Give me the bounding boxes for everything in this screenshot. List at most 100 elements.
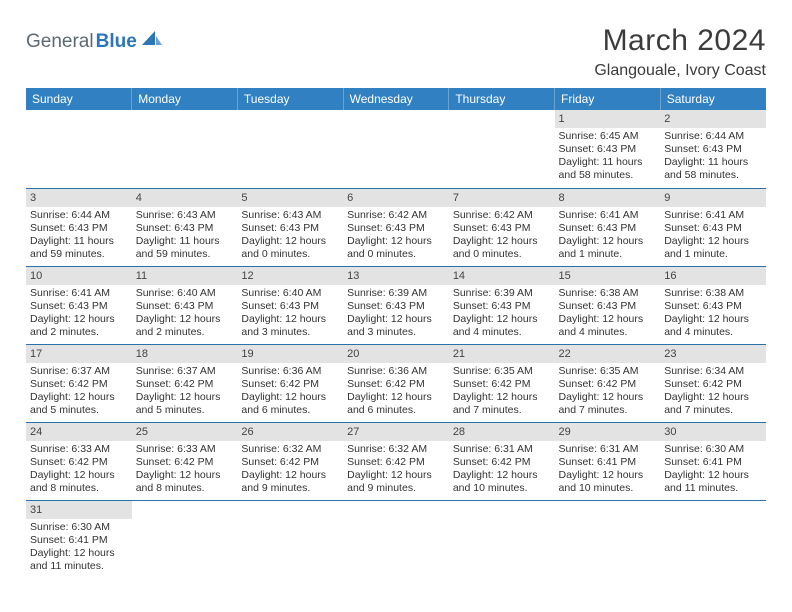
calendar-row: 3Sunrise: 6:44 AMSunset: 6:43 PMDaylight…	[26, 188, 766, 266]
calendar-cell: 28Sunrise: 6:31 AMSunset: 6:42 PMDayligh…	[449, 422, 555, 500]
info-line: Sunrise: 6:35 AM	[559, 365, 657, 378]
calendar-cell: 11Sunrise: 6:40 AMSunset: 6:43 PMDayligh…	[132, 266, 238, 344]
day-info: Sunrise: 6:40 AMSunset: 6:43 PMDaylight:…	[132, 285, 238, 339]
info-line: Sunrise: 6:33 AM	[30, 443, 128, 456]
info-line: Daylight: 12 hours	[453, 313, 551, 326]
calendar-cell	[555, 500, 661, 578]
info-line: Sunrise: 6:36 AM	[347, 365, 445, 378]
info-line: Daylight: 12 hours	[30, 469, 128, 482]
info-line: Sunset: 6:42 PM	[136, 378, 234, 391]
info-line: Daylight: 11 hours	[136, 235, 234, 248]
info-line: Sunset: 6:41 PM	[30, 534, 128, 547]
info-line: Sunrise: 6:39 AM	[347, 287, 445, 300]
day-info: Sunrise: 6:39 AMSunset: 6:43 PMDaylight:…	[449, 285, 555, 339]
info-line: Sunset: 6:43 PM	[664, 222, 762, 235]
info-line: Sunrise: 6:40 AM	[136, 287, 234, 300]
calendar-cell: 30Sunrise: 6:30 AMSunset: 6:41 PMDayligh…	[660, 422, 766, 500]
info-line: and 59 minutes.	[136, 248, 234, 261]
day-info: Sunrise: 6:30 AMSunset: 6:41 PMDaylight:…	[26, 519, 132, 573]
info-line: Daylight: 11 hours	[664, 156, 762, 169]
info-line: and 9 minutes.	[347, 482, 445, 495]
calendar-cell: 24Sunrise: 6:33 AMSunset: 6:42 PMDayligh…	[26, 422, 132, 500]
info-line: Daylight: 12 hours	[136, 469, 234, 482]
info-line: Sunset: 6:43 PM	[559, 143, 657, 156]
info-line: Sunrise: 6:42 AM	[347, 209, 445, 222]
info-line: and 8 minutes.	[30, 482, 128, 495]
day-info: Sunrise: 6:42 AMSunset: 6:43 PMDaylight:…	[449, 207, 555, 261]
info-line: and 58 minutes.	[559, 169, 657, 182]
info-line: Daylight: 12 hours	[241, 391, 339, 404]
info-line: Daylight: 12 hours	[347, 391, 445, 404]
day-info: Sunrise: 6:33 AMSunset: 6:42 PMDaylight:…	[26, 441, 132, 495]
day-info: Sunrise: 6:31 AMSunset: 6:41 PMDaylight:…	[555, 441, 661, 495]
calendar-cell: 20Sunrise: 6:36 AMSunset: 6:42 PMDayligh…	[343, 344, 449, 422]
day-info: Sunrise: 6:44 AMSunset: 6:43 PMDaylight:…	[26, 207, 132, 261]
info-line: and 11 minutes.	[664, 482, 762, 495]
info-line: and 2 minutes.	[30, 326, 128, 339]
info-line: Sunrise: 6:43 AM	[241, 209, 339, 222]
info-line: Sunset: 6:41 PM	[559, 456, 657, 469]
day-number: 29	[555, 423, 661, 441]
info-line: Sunset: 6:42 PM	[241, 456, 339, 469]
info-line: and 6 minutes.	[347, 404, 445, 417]
calendar-cell: 25Sunrise: 6:33 AMSunset: 6:42 PMDayligh…	[132, 422, 238, 500]
calendar-row: 31Sunrise: 6:30 AMSunset: 6:41 PMDayligh…	[26, 500, 766, 578]
info-line: Daylight: 12 hours	[664, 235, 762, 248]
calendar-cell: 1Sunrise: 6:45 AMSunset: 6:43 PMDaylight…	[555, 110, 661, 188]
calendar-cell: 7Sunrise: 6:42 AMSunset: 6:43 PMDaylight…	[449, 188, 555, 266]
info-line: Sunrise: 6:30 AM	[30, 521, 128, 534]
day-number: 19	[237, 345, 343, 363]
calendar-cell: 15Sunrise: 6:38 AMSunset: 6:43 PMDayligh…	[555, 266, 661, 344]
info-line: Sunrise: 6:32 AM	[241, 443, 339, 456]
brand-logo: GeneralBlue	[26, 24, 163, 53]
weekday-header: Saturday	[660, 88, 766, 110]
day-number: 26	[237, 423, 343, 441]
day-info: Sunrise: 6:35 AMSunset: 6:42 PMDaylight:…	[449, 363, 555, 417]
info-line: Sunrise: 6:34 AM	[664, 365, 762, 378]
day-info: Sunrise: 6:38 AMSunset: 6:43 PMDaylight:…	[555, 285, 661, 339]
weekday-header-row: Sunday Monday Tuesday Wednesday Thursday…	[26, 88, 766, 110]
calendar-cell: 9Sunrise: 6:41 AMSunset: 6:43 PMDaylight…	[660, 188, 766, 266]
info-line: and 0 minutes.	[241, 248, 339, 261]
info-line: Sunset: 6:43 PM	[559, 300, 657, 313]
weekday-header: Thursday	[449, 88, 555, 110]
day-info: Sunrise: 6:37 AMSunset: 6:42 PMDaylight:…	[132, 363, 238, 417]
info-line: and 8 minutes.	[136, 482, 234, 495]
info-line: Sunrise: 6:41 AM	[664, 209, 762, 222]
calendar-table: Sunday Monday Tuesday Wednesday Thursday…	[26, 88, 766, 578]
info-line: Sunset: 6:43 PM	[30, 222, 128, 235]
info-line: Sunrise: 6:33 AM	[136, 443, 234, 456]
day-info: Sunrise: 6:36 AMSunset: 6:42 PMDaylight:…	[237, 363, 343, 417]
calendar-cell	[237, 110, 343, 188]
day-info: Sunrise: 6:42 AMSunset: 6:43 PMDaylight:…	[343, 207, 449, 261]
day-number: 10	[26, 267, 132, 285]
info-line: Sunrise: 6:42 AM	[453, 209, 551, 222]
weekday-header: Tuesday	[237, 88, 343, 110]
calendar-cell: 18Sunrise: 6:37 AMSunset: 6:42 PMDayligh…	[132, 344, 238, 422]
info-line: and 2 minutes.	[136, 326, 234, 339]
calendar-cell: 29Sunrise: 6:31 AMSunset: 6:41 PMDayligh…	[555, 422, 661, 500]
calendar-cell: 26Sunrise: 6:32 AMSunset: 6:42 PMDayligh…	[237, 422, 343, 500]
calendar-row: 24Sunrise: 6:33 AMSunset: 6:42 PMDayligh…	[26, 422, 766, 500]
info-line: Sunrise: 6:30 AM	[664, 443, 762, 456]
info-line: Sunset: 6:42 PM	[30, 456, 128, 469]
day-number: 12	[237, 267, 343, 285]
info-line: Sunset: 6:41 PM	[664, 456, 762, 469]
info-line: and 1 minute.	[664, 248, 762, 261]
weekday-header: Friday	[555, 88, 661, 110]
info-line: Sunset: 6:43 PM	[453, 222, 551, 235]
info-line: Sunrise: 6:32 AM	[347, 443, 445, 456]
info-line: and 7 minutes.	[664, 404, 762, 417]
day-info: Sunrise: 6:33 AMSunset: 6:42 PMDaylight:…	[132, 441, 238, 495]
calendar-cell	[660, 500, 766, 578]
info-line: Daylight: 11 hours	[30, 235, 128, 248]
info-line: Daylight: 12 hours	[559, 235, 657, 248]
day-number: 14	[449, 267, 555, 285]
info-line: Sunrise: 6:31 AM	[559, 443, 657, 456]
day-number: 25	[132, 423, 238, 441]
day-info: Sunrise: 6:38 AMSunset: 6:43 PMDaylight:…	[660, 285, 766, 339]
day-info: Sunrise: 6:31 AMSunset: 6:42 PMDaylight:…	[449, 441, 555, 495]
calendar-cell: 27Sunrise: 6:32 AMSunset: 6:42 PMDayligh…	[343, 422, 449, 500]
day-info: Sunrise: 6:43 AMSunset: 6:43 PMDaylight:…	[237, 207, 343, 261]
calendar-cell: 3Sunrise: 6:44 AMSunset: 6:43 PMDaylight…	[26, 188, 132, 266]
